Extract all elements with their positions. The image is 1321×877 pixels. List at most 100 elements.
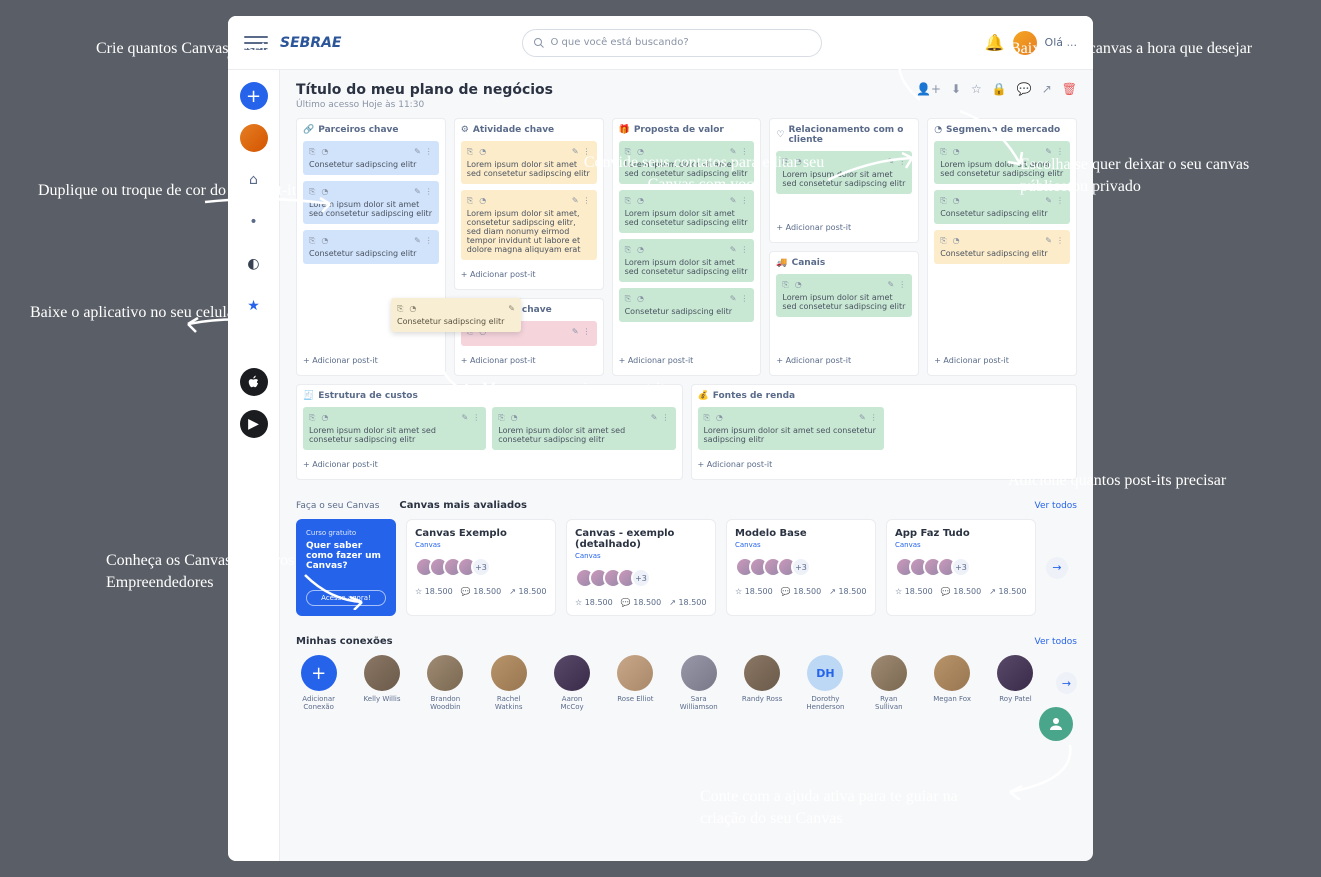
trash-icon[interactable]: 🗑 [1062, 82, 1077, 96]
col-group: ♡ Relacionamento com o cliente ⎘◔✎⋮Lorem… [769, 118, 919, 376]
connection[interactable]: Megan Fox [929, 655, 974, 703]
canvas-card[interactable]: Canvas - exemplo (detalhado)Canvas+3☆ 18… [566, 519, 716, 616]
see-all-link[interactable]: Ver todos [1035, 501, 1078, 511]
canvas-toolbar: 👤+ ⬇ ☆ 🔒 💬 ↗ 🗑 [916, 82, 1077, 96]
col-header: 🧾 Estrutura de custos [303, 391, 676, 401]
add-note-button[interactable]: + Adicionar post-it [303, 352, 439, 369]
note[interactable]: ⎘◔✎⋮Consetetur sadipscing elitr [619, 288, 755, 322]
connection[interactable]: Ryan Sullivan [866, 655, 911, 712]
note[interactable]: ⎘◔✎⋮Lorem ipsum dolor sit amet sed conse… [776, 274, 912, 317]
col-group: ⚙ Atividade chave ⎘◔✎⋮Lorem ipsum dolor … [454, 118, 604, 376]
note[interactable]: ⎘◔✎⋮Lorem ipsum dolor sit amet sed conse… [303, 407, 486, 450]
user-avatar[interactable] [1013, 31, 1037, 55]
connection[interactable]: Aaron McCoy [549, 655, 594, 712]
promo-button[interactable]: Acesse agora! [306, 590, 386, 606]
search-icon [533, 37, 545, 49]
star-icon[interactable]: ☆ [971, 82, 982, 96]
connection[interactable]: Roy Patel [993, 655, 1038, 703]
col-atividade: ⚙ Atividade chave ⎘◔✎⋮Lorem ipsum dolor … [454, 118, 604, 290]
topbar-right: 🔔 Olá ... [985, 31, 1077, 55]
download-icon[interactable]: ⬇ [951, 82, 961, 96]
note[interactable]: ⎘◔✎⋮Lorem ipsum dolor sit amet sed conse… [492, 407, 675, 450]
dragged-note[interactable]: ⎘◔✎ Consetetur sadipscing elitr [391, 298, 521, 332]
note[interactable]: ⎘◔✎⋮Lorem ipsum dolor sit amet sed conse… [619, 190, 755, 233]
col-segmento: ◔ Segmento de mercado ⎘◔✎⋮Lorem ipsum do… [927, 118, 1077, 376]
add-note-button[interactable]: + Adicionar post-it [934, 352, 1070, 369]
note[interactable]: ⎘◔✎⋮Consetetur sadipscing elitr [303, 141, 439, 175]
note[interactable]: ⎘◔✎⋮Lorem ipsum dolor sit amet sed conse… [698, 407, 884, 450]
note[interactable]: ⎘◔✎⋮Consetetur sadipscing elitr [303, 230, 439, 264]
connection[interactable]: Randy Ross [739, 655, 784, 703]
lock-icon[interactable]: 🔒 [992, 82, 1007, 96]
app-window: SEBRAE O que você está buscando? 🔔 Olá .… [228, 16, 1093, 861]
invite-icon[interactable]: 👤+ [916, 82, 941, 96]
add-note-button[interactable]: + Adicionar post-it [776, 352, 912, 369]
note[interactable]: ⎘◔✎⋮Lorem ipsum dolor sit amet sed conse… [934, 141, 1070, 184]
logo: SEBRAE [280, 35, 342, 51]
sidebar-star[interactable]: ★ [240, 292, 268, 320]
section-header: Minhas conexões Ver todos [296, 636, 1077, 647]
connection[interactable]: Kelly Willis [359, 655, 404, 703]
col-header: 🎁 Proposta de valor [619, 125, 755, 135]
connection[interactable]: DHDorothy Henderson [803, 655, 848, 712]
connection[interactable]: Rose Elliot [613, 655, 658, 703]
note[interactable]: ⎘◔✎⋮Lorem ipsum dolor sit amet sed conse… [303, 181, 439, 224]
connection[interactable]: Brandon Woodbin [423, 655, 468, 712]
help-fab[interactable] [1039, 707, 1073, 741]
col-header: ⚙ Atividade chave [461, 125, 597, 135]
search-input[interactable]: O que você está buscando? [522, 29, 822, 57]
col-custos: 🧾 Estrutura de custos ⎘◔✎⋮Lorem ipsum do… [296, 384, 683, 480]
sidebar: + ⌂ • ◐ ★ ▶ [228, 70, 280, 861]
section-connections: Minhas conexões Ver todos +Adicionar Con… [296, 636, 1077, 712]
annotation: Baixe o aplicativo no seu celular [30, 302, 239, 324]
promo-card[interactable]: Curso gratuito Quer saber como fazer um … [296, 519, 396, 616]
bell-icon[interactable]: 🔔 [985, 33, 1005, 52]
canvas-card[interactable]: Modelo BaseCanvas+3☆ 18.500💬 18.500↗ 18.… [726, 519, 876, 616]
note[interactable]: ⎘◔✎⋮Lorem ipsum dolor sit amet sed conse… [776, 151, 912, 194]
add-note-button[interactable]: + Adicionar post-it [619, 352, 755, 369]
add-note-button[interactable]: + Adicionar post-it [461, 266, 597, 283]
col-header: 🔗 Parceiros chave [303, 125, 439, 135]
col-canais: 🚚 Canais ⎘◔✎⋮Lorem ipsum dolor sit amet … [769, 251, 919, 376]
see-all-link[interactable]: Ver todos [1035, 637, 1078, 647]
sidebar-play-icon[interactable]: ▶ [240, 410, 268, 438]
canvas-grid: 🔗 Parceiros chave ⎘◔✎⋮Consetetur sadipsc… [296, 118, 1077, 376]
note[interactable]: ⎘◔✎⋮Lorem ipsum dolor sit amet, consetet… [461, 190, 597, 260]
note[interactable]: ⎘◔✎⋮Lorem ipsum dolor sit amet sed conse… [619, 141, 755, 184]
add-note-button[interactable]: + Adicionar post-it [698, 456, 1071, 473]
connections-row: +Adicionar Conexão Kelly Willis Brandon Wo… [296, 655, 1077, 712]
connection[interactable]: Rachel Watkins [486, 655, 531, 712]
next-arrow[interactable]: → [1046, 557, 1068, 579]
sidebar-dark[interactable]: ◐ [240, 250, 268, 278]
canvas-header: Título do meu plano de negócios Último a… [296, 82, 1077, 110]
note[interactable]: ⎘◔✎⋮Lorem ipsum dolor sit amet sed conse… [619, 239, 755, 282]
canvas-bottom-row: 🧾 Estrutura de custos ⎘◔✎⋮Lorem ipsum do… [296, 384, 1077, 480]
add-note-button[interactable]: + Adicionar post-it [461, 352, 597, 369]
canvas-card[interactable]: Canvas ExemploCanvas+3☆ 18.500💬 18.500↗ … [406, 519, 556, 616]
cards-row: Curso gratuito Quer saber como fazer um … [296, 519, 1077, 616]
connection[interactable]: +Adicionar Conexão [296, 655, 341, 712]
sidebar-item[interactable]: • [240, 208, 268, 236]
col-proposta: 🎁 Proposta de valor ⎘◔✎⋮Lorem ipsum dolo… [612, 118, 762, 376]
sidebar-apple-icon[interactable] [240, 368, 268, 396]
username: Olá ... [1045, 36, 1077, 49]
connection[interactable]: Sara Williamson [676, 655, 721, 712]
topbar: SEBRAE O que você está buscando? 🔔 Olá .… [228, 16, 1093, 70]
col-renda: 💰 Fontes de renda ⎘◔✎⋮Lorem ipsum dolor … [691, 384, 1078, 480]
share-icon[interactable]: ↗ [1042, 82, 1052, 96]
note[interactable]: ⎘◔✎⋮Lorem ipsum dolor sit amet sed conse… [461, 141, 597, 184]
sidebar-add-button[interactable]: + [240, 82, 268, 110]
sidebar-home[interactable]: ⌂ [240, 166, 268, 194]
add-note-button[interactable]: + Adicionar post-it [303, 456, 676, 473]
col-header: ◔ Segmento de mercado [934, 125, 1070, 135]
chat-icon[interactable]: 💬 [1017, 82, 1032, 96]
menu-button[interactable] [244, 31, 268, 55]
note[interactable]: ⎘◔✎⋮Consetetur sadipscing elitr [934, 230, 1070, 264]
add-note-button[interactable]: + Adicionar post-it [776, 219, 912, 236]
col-header: 🚚 Canais [776, 258, 912, 268]
note[interactable]: ⎘◔✎⋮Consetetur sadipscing elitr [934, 190, 1070, 224]
sidebar-avatar[interactable] [240, 124, 268, 152]
canvas-card[interactable]: App Faz TudoCanvas+3☆ 18.500💬 18.500↗ 18… [886, 519, 1036, 616]
next-arrow[interactable]: → [1056, 672, 1077, 694]
col-parceiros: 🔗 Parceiros chave ⎘◔✎⋮Consetetur sadipsc… [296, 118, 446, 376]
